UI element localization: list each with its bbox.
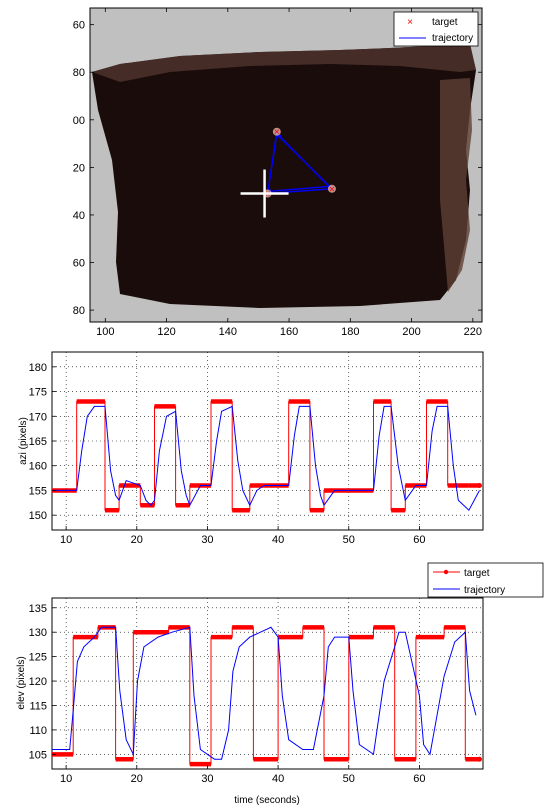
x-tick-label: 220 xyxy=(464,326,482,338)
azi-grid xyxy=(52,352,483,530)
y-tick-label: 180 xyxy=(29,362,47,374)
target-marker xyxy=(476,483,482,488)
legend-trajectory-label: trajectory xyxy=(464,585,505,596)
x-tick-label: 30 xyxy=(201,773,213,785)
y-tick-label: 125 xyxy=(29,652,47,664)
y-tick-label: 60 xyxy=(73,20,85,32)
target-glow xyxy=(327,184,336,193)
elev-legend: target trajectory xyxy=(427,562,544,598)
x-tick-label: 60 xyxy=(413,534,425,546)
y-tick-label: 40 xyxy=(73,210,85,222)
legend-target-label: target xyxy=(432,17,458,28)
crosshair-icon xyxy=(240,169,289,218)
image-panel: × × × 100 120 140 160 180 200 220 60 80 00 20 40 60 80… xyxy=(73,7,483,338)
azi-panel: 10 20 30 40 50 60 150 155 160 165 170 175 180 azi (… xyxy=(18,351,484,546)
elev-x-ticks: 10 20 30 40 50 60 xyxy=(60,765,426,785)
panorama-image xyxy=(92,44,476,308)
x-tick-label: 40 xyxy=(272,773,284,785)
elev-y-ticks: 105 110 115 120 125 130 135 xyxy=(29,603,56,761)
x-tick-label: 140 xyxy=(219,326,237,338)
x-tick-label: 200 xyxy=(402,326,420,338)
target-marker xyxy=(476,756,482,762)
azi-x-ticks: 10 20 30 40 50 60 xyxy=(60,526,426,546)
trajectory-line xyxy=(52,405,480,512)
y-tick-label: 80 xyxy=(73,305,85,317)
image-x-ticks: 100 120 140 160 180 200 220 xyxy=(96,8,482,338)
y-tick-label: 00 xyxy=(73,115,85,127)
legend-target-marker-icon xyxy=(443,569,449,575)
x-tick-label: 100 xyxy=(96,326,114,338)
y-tick-label: 155 xyxy=(29,485,47,497)
azi-trajectory-series xyxy=(52,405,480,512)
x-tick-label: 20 xyxy=(131,534,143,546)
x-tick-label: 50 xyxy=(343,773,355,785)
target-glow xyxy=(272,127,281,136)
elev-grid xyxy=(52,598,483,769)
elev-y-axis-label: elev (pixels) xyxy=(16,656,27,709)
x-tick-label: 120 xyxy=(157,326,175,338)
y-tick-label: 130 xyxy=(29,627,47,639)
azi-y-axis-label: azi (pixels) xyxy=(18,417,29,465)
y-tick-label: 175 xyxy=(29,387,47,399)
x-tick-label: 40 xyxy=(272,534,284,546)
y-tick-label: 20 xyxy=(73,162,85,174)
elev-x-axis-label: time (seconds) xyxy=(234,795,300,806)
x-tick-label: 160 xyxy=(280,326,298,338)
y-tick-label: 105 xyxy=(29,749,47,761)
y-tick-label: 60 xyxy=(73,258,85,270)
x-tick-label: 180 xyxy=(341,326,359,338)
trajectory-line xyxy=(52,626,477,760)
y-tick-label: 160 xyxy=(29,461,47,473)
image-y-ticks: 60 80 00 20 40 60 80 xyxy=(73,20,482,317)
legend-trajectory-label: trajectory xyxy=(432,33,473,44)
target-marker: × xyxy=(274,127,280,138)
trajectory-point xyxy=(278,134,282,139)
y-tick-label: 170 xyxy=(29,411,47,423)
elev-panel: 10 20 30 40 50 60 105 110 115 120 125 130 135 elev … xyxy=(16,562,544,806)
y-tick-label: 165 xyxy=(29,436,47,448)
legend-box xyxy=(393,11,479,47)
y-tick-label: 120 xyxy=(29,676,47,688)
x-tick-label: 10 xyxy=(60,773,72,785)
x-tick-label: 60 xyxy=(413,773,425,785)
legend-target-x-icon: × xyxy=(407,17,413,28)
x-tick-label: 20 xyxy=(131,773,143,785)
y-tick-label: 115 xyxy=(29,700,47,712)
y-tick-label: 80 xyxy=(73,67,85,79)
image-legend: × target trajectory xyxy=(393,11,479,47)
panorama-top-edge xyxy=(92,44,476,82)
x-tick-label: 30 xyxy=(201,534,213,546)
y-tick-label: 150 xyxy=(29,510,47,522)
elev-trajectory-series xyxy=(52,626,477,760)
azi-y-ticks: 150 155 160 165 170 175 180 xyxy=(29,362,56,522)
target-marker: × xyxy=(329,184,335,195)
legend-target-label: target xyxy=(464,568,490,579)
y-tick-label: 135 xyxy=(29,603,47,615)
y-tick-label: 110 xyxy=(29,725,47,737)
x-tick-label: 50 xyxy=(343,534,355,546)
elev-plot-area xyxy=(51,597,484,770)
panorama-right-edge xyxy=(440,78,472,292)
azi-plot-area xyxy=(51,351,484,531)
legend-box xyxy=(427,562,544,598)
x-tick-label: 10 xyxy=(60,534,72,546)
